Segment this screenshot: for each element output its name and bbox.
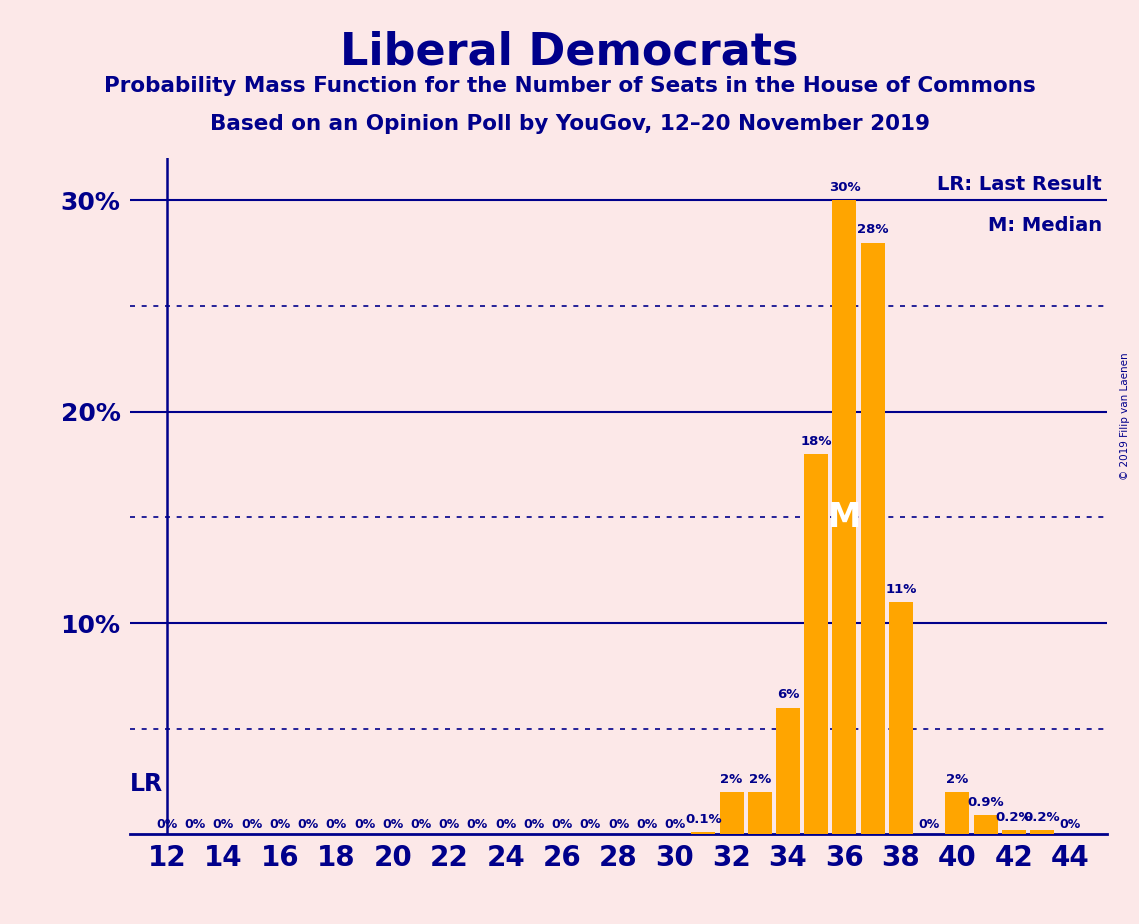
Text: 2%: 2% bbox=[720, 772, 743, 785]
Text: 0%: 0% bbox=[354, 818, 375, 832]
Bar bbox=[720, 792, 744, 834]
Text: 0%: 0% bbox=[326, 818, 347, 832]
Text: 0%: 0% bbox=[241, 818, 262, 832]
Text: 0%: 0% bbox=[1059, 818, 1081, 832]
Text: LR: LR bbox=[130, 772, 163, 796]
Text: 0%: 0% bbox=[383, 818, 403, 832]
Text: 0%: 0% bbox=[297, 818, 319, 832]
Text: 2%: 2% bbox=[748, 772, 771, 785]
Text: Based on an Opinion Poll by YouGov, 12–20 November 2019: Based on an Opinion Poll by YouGov, 12–2… bbox=[210, 114, 929, 134]
Bar bbox=[1030, 830, 1054, 834]
Text: 0.9%: 0.9% bbox=[967, 796, 1003, 809]
Text: 0%: 0% bbox=[551, 818, 573, 832]
Text: 6%: 6% bbox=[777, 688, 800, 701]
Bar bbox=[888, 602, 912, 834]
Text: 0%: 0% bbox=[918, 818, 940, 832]
Text: 0%: 0% bbox=[523, 818, 544, 832]
Text: 0%: 0% bbox=[185, 818, 206, 832]
Text: 0%: 0% bbox=[439, 818, 460, 832]
Text: 0.2%: 0.2% bbox=[1024, 810, 1060, 824]
Text: 0%: 0% bbox=[608, 818, 629, 832]
Bar bbox=[861, 243, 885, 834]
Text: 30%: 30% bbox=[828, 181, 860, 194]
Bar bbox=[833, 201, 857, 834]
Text: 0%: 0% bbox=[269, 818, 290, 832]
Bar bbox=[691, 833, 715, 834]
Text: Liberal Democrats: Liberal Democrats bbox=[341, 30, 798, 74]
Text: 0%: 0% bbox=[495, 818, 516, 832]
Bar bbox=[747, 792, 772, 834]
Text: 0.2%: 0.2% bbox=[995, 810, 1032, 824]
Text: M: M bbox=[828, 501, 861, 534]
Text: 28%: 28% bbox=[857, 224, 888, 237]
Text: 0%: 0% bbox=[664, 818, 686, 832]
Bar bbox=[974, 815, 998, 834]
Text: 0%: 0% bbox=[637, 818, 657, 832]
Text: 0%: 0% bbox=[467, 818, 489, 832]
Text: 0%: 0% bbox=[410, 818, 432, 832]
Bar bbox=[1002, 830, 1026, 834]
Text: © 2019 Filip van Laenen: © 2019 Filip van Laenen bbox=[1121, 352, 1130, 480]
Text: 0%: 0% bbox=[156, 818, 178, 832]
Bar bbox=[804, 454, 828, 834]
Text: 0%: 0% bbox=[580, 818, 601, 832]
Bar bbox=[776, 708, 800, 834]
Text: M: Median: M: Median bbox=[988, 215, 1103, 235]
Text: LR: Last Result: LR: Last Result bbox=[937, 176, 1103, 194]
Bar bbox=[945, 792, 969, 834]
Text: Probability Mass Function for the Number of Seats in the House of Commons: Probability Mass Function for the Number… bbox=[104, 76, 1035, 96]
Text: 0%: 0% bbox=[213, 818, 233, 832]
Text: 2%: 2% bbox=[947, 772, 968, 785]
Text: 11%: 11% bbox=[885, 582, 917, 596]
Text: 18%: 18% bbox=[801, 434, 831, 447]
Text: 0.1%: 0.1% bbox=[685, 813, 722, 826]
